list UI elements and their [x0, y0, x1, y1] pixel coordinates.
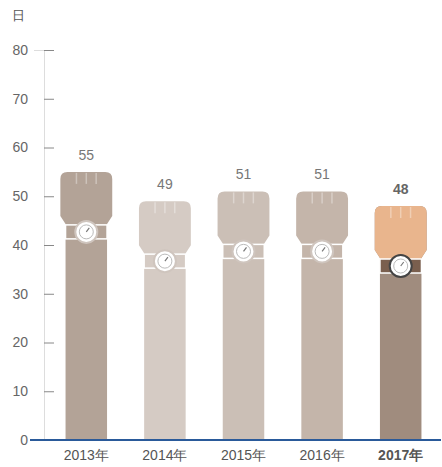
- fist-decoration: [144, 202, 186, 272]
- x-tick: 2014年: [142, 447, 187, 463]
- y-tick-label: 60: [12, 139, 28, 155]
- y-tick: 60: [12, 139, 54, 155]
- y-axis-title: 日: [12, 8, 25, 23]
- x-tick-label: 2014年: [142, 447, 187, 463]
- y-tick: 30: [12, 286, 54, 302]
- x-tick-label: 2017年: [378, 447, 423, 463]
- knuckle: [311, 192, 313, 203]
- x-tick-label: 2013年: [64, 447, 109, 463]
- watch-face: [311, 240, 333, 262]
- y-tick-label: 70: [12, 91, 28, 107]
- watch-hand: [244, 247, 247, 251]
- knuckle: [76, 173, 78, 184]
- watch-face: [75, 221, 97, 243]
- watch-dial: [315, 244, 329, 258]
- bar: [60, 172, 112, 440]
- knuckle: [390, 207, 392, 218]
- y-tick: 10: [12, 383, 54, 399]
- bar: [375, 206, 427, 440]
- x-tick: 2015年: [221, 447, 266, 463]
- chart: 日0102030405060708055495151482013年2014年20…: [0, 0, 442, 467]
- knuckle: [154, 202, 156, 213]
- watch-face: [390, 255, 412, 277]
- x-tick: 2017年: [378, 447, 423, 463]
- bar: [296, 191, 348, 440]
- watch-hand: [322, 247, 325, 251]
- data-label: 49: [157, 176, 173, 192]
- watch-dial: [79, 225, 93, 239]
- plot-area: [60, 172, 426, 440]
- y-tick-label: 20: [12, 334, 28, 350]
- watch-dial: [237, 244, 251, 258]
- knuckle: [86, 173, 88, 184]
- y-tick-label: 0: [20, 432, 28, 448]
- x-axis: 2013年 2014年 2015年 2016年 2017年: [30, 440, 441, 463]
- y-tick-mark: [44, 148, 54, 149]
- knuckle: [233, 192, 235, 203]
- y-tick: 50: [12, 188, 54, 204]
- fist-decoration: [223, 192, 265, 262]
- y-tick: 70: [12, 91, 54, 107]
- knuckle: [253, 192, 255, 203]
- y-tick-label: 40: [12, 237, 28, 253]
- data-label: 51: [314, 166, 330, 182]
- fist-decoration: [301, 192, 343, 262]
- x-tick-label: 2015年: [221, 447, 266, 463]
- knuckle: [243, 192, 245, 203]
- y-tick-mark: [44, 245, 54, 246]
- watch-face: [233, 240, 255, 262]
- x-tick-label: 2016年: [300, 447, 345, 463]
- knuckle: [331, 192, 333, 203]
- watch-dial: [394, 259, 408, 273]
- knuckle: [95, 173, 97, 184]
- knuckle: [400, 207, 402, 218]
- y-tick-label: 50: [12, 188, 28, 204]
- y-tick-mark: [44, 196, 54, 197]
- y-axis: 0 10 20 30 40 50 60 70 80: [12, 42, 54, 448]
- knuckle: [321, 192, 323, 203]
- knuckle: [410, 207, 412, 218]
- watch-hand: [401, 262, 404, 266]
- watch-hand: [165, 257, 168, 261]
- data-label: 55: [79, 147, 95, 163]
- bar: [218, 191, 270, 440]
- fist-decoration: [375, 206, 427, 277]
- x-tick: 2016年: [300, 447, 345, 463]
- data-label: 51: [236, 166, 252, 182]
- y-tick-label: 10: [12, 383, 28, 399]
- y-tick-mark: [44, 99, 54, 100]
- knuckle: [164, 202, 166, 213]
- y-tick-mark: [44, 294, 54, 295]
- bar: [139, 201, 191, 440]
- y-tick-label: 30: [12, 286, 28, 302]
- x-tick: 2013年: [64, 447, 109, 463]
- y-tick-mark: [44, 50, 54, 51]
- y-tick: 20: [12, 334, 54, 350]
- data-label: 48: [393, 181, 409, 197]
- knuckle: [174, 202, 176, 213]
- y-tick-mark: [44, 343, 54, 344]
- data-labels: 55 49 51 51 48: [79, 147, 409, 197]
- y-tick-mark: [44, 391, 54, 392]
- watch-dial: [158, 254, 172, 268]
- y-tick: 80: [12, 42, 54, 58]
- fist-decoration: [66, 173, 108, 243]
- x-axis-line: [30, 439, 441, 441]
- watch-face: [154, 250, 176, 272]
- y-tick: 40: [12, 237, 54, 253]
- y-tick-label: 80: [12, 42, 28, 58]
- watch-hand: [86, 228, 89, 232]
- y-axis-line: [34, 51, 45, 441]
